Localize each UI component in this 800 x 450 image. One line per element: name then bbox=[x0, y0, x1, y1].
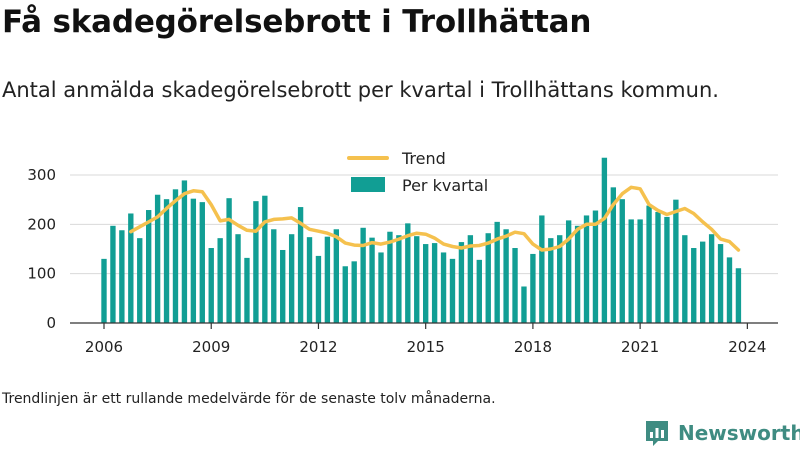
footnote: Trendlinjen är ett rullande medelvärde f… bbox=[2, 391, 496, 407]
bar bbox=[163, 199, 170, 323]
trend-line bbox=[129, 185, 741, 252]
bar bbox=[539, 215, 545, 323]
bar bbox=[199, 202, 205, 323]
bar bbox=[253, 201, 259, 323]
bar bbox=[548, 238, 554, 323]
bar bbox=[226, 198, 232, 323]
bar bbox=[315, 255, 322, 323]
x-tick-label: 2024 bbox=[728, 338, 766, 356]
bar bbox=[682, 235, 688, 323]
bar bbox=[583, 215, 590, 323]
x-tick-label: 2006 bbox=[85, 338, 123, 356]
bars-group bbox=[101, 157, 742, 323]
bar bbox=[601, 157, 608, 323]
bar bbox=[673, 199, 679, 323]
bar bbox=[494, 221, 500, 323]
newsworthy-logo-icon bbox=[646, 421, 668, 446]
bar bbox=[708, 234, 715, 323]
legend-trend-swatch bbox=[347, 156, 389, 160]
legend: Trend Per kvartal bbox=[347, 149, 488, 195]
bar bbox=[217, 238, 223, 323]
bar bbox=[458, 242, 465, 323]
bar bbox=[557, 235, 563, 323]
bar bbox=[574, 225, 581, 323]
bar bbox=[735, 268, 742, 323]
bar bbox=[351, 261, 357, 323]
bar bbox=[485, 233, 491, 323]
bar bbox=[235, 234, 241, 323]
bar bbox=[664, 216, 670, 323]
bar bbox=[449, 258, 456, 323]
bar bbox=[324, 236, 331, 323]
bar bbox=[208, 248, 214, 323]
bar bbox=[190, 198, 197, 323]
y-tick-label: 0 bbox=[46, 314, 56, 332]
bar bbox=[333, 229, 340, 323]
y-tick-label: 300 bbox=[27, 166, 56, 184]
bar bbox=[646, 205, 652, 323]
bar bbox=[530, 253, 536, 323]
bar bbox=[431, 243, 438, 323]
x-tick-label: 2015 bbox=[407, 338, 445, 356]
legend-trend-label: Trend bbox=[401, 149, 446, 168]
bar bbox=[512, 248, 518, 323]
bar bbox=[405, 223, 411, 323]
bar bbox=[467, 235, 474, 323]
x-tick-label: 2018 bbox=[514, 338, 552, 356]
legend-bar-swatch bbox=[351, 177, 385, 192]
chart: 0 100 200 300 2006 2009 2012 2015 2018 2021 2024 T… bbox=[27, 149, 778, 356]
bar bbox=[288, 234, 295, 323]
bar bbox=[476, 259, 482, 323]
bar bbox=[119, 230, 125, 323]
bar bbox=[137, 238, 143, 323]
bar bbox=[565, 220, 572, 323]
bar bbox=[414, 236, 420, 323]
legend-bar-label: Per kvartal bbox=[402, 176, 488, 195]
bar bbox=[619, 199, 625, 323]
bar bbox=[271, 229, 277, 323]
x-tick-label: 2012 bbox=[299, 338, 337, 356]
bar bbox=[181, 180, 188, 323]
trend-group bbox=[129, 185, 741, 252]
bar bbox=[396, 235, 402, 323]
x-tick-label: 2009 bbox=[192, 338, 230, 356]
bar bbox=[628, 219, 634, 323]
bar bbox=[244, 257, 250, 323]
bar bbox=[297, 207, 304, 323]
bar bbox=[262, 195, 268, 323]
chart-subtitle: Antal anmälda skadegörelsebrott per kvar… bbox=[2, 78, 719, 102]
y-tick-label: 100 bbox=[27, 265, 56, 283]
bar bbox=[154, 194, 161, 323]
chart-title: Få skadegörelsebrott i Trollhättan bbox=[2, 4, 592, 40]
bar bbox=[655, 212, 661, 323]
bar bbox=[172, 189, 179, 323]
bar bbox=[110, 225, 116, 323]
bar bbox=[342, 266, 348, 323]
bar bbox=[378, 252, 384, 323]
bar bbox=[128, 213, 134, 323]
bar bbox=[717, 244, 724, 323]
bar bbox=[423, 244, 429, 323]
brand-name: Newsworthy bbox=[678, 421, 800, 445]
bar bbox=[387, 231, 393, 323]
x-tick-label: 2021 bbox=[621, 338, 659, 356]
bar bbox=[101, 258, 107, 323]
bar bbox=[592, 210, 599, 323]
brand: Newsworthy bbox=[644, 418, 800, 448]
bar bbox=[306, 237, 313, 323]
bar bbox=[726, 257, 733, 323]
bar bbox=[145, 210, 152, 323]
bar bbox=[700, 241, 706, 323]
y-tick-label: 200 bbox=[27, 215, 56, 233]
bar bbox=[610, 187, 617, 323]
bar bbox=[440, 252, 447, 323]
bar bbox=[691, 248, 697, 323]
bar bbox=[369, 237, 375, 323]
bar bbox=[521, 286, 527, 323]
bar bbox=[280, 249, 286, 323]
bar bbox=[360, 227, 366, 323]
bar bbox=[637, 219, 643, 323]
axes-group: 0 100 200 300 2006 2009 2012 2015 2018 2021 2024 bbox=[27, 166, 778, 356]
bar bbox=[503, 229, 509, 323]
